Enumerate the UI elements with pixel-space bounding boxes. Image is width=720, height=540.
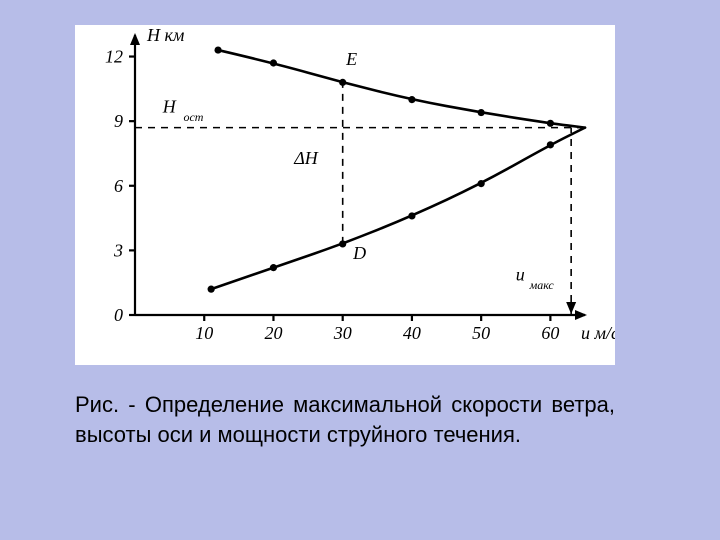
svg-text:Н км: Н км — [146, 25, 185, 45]
svg-text:D: D — [352, 243, 366, 263]
page: 0 3 6 9 12 10 20 30 40 50 60 Н км u м/с E D ΔН Ност uмакс… — [0, 0, 720, 540]
svg-text:ост: ост — [183, 110, 203, 124]
svg-text:9: 9 — [114, 111, 123, 131]
svg-text:0: 0 — [114, 305, 123, 325]
svg-text:ΔН: ΔН — [293, 148, 319, 168]
svg-text:30: 30 — [333, 323, 352, 343]
chart-panel: 0 3 6 9 12 10 20 30 40 50 60 Н км u м/с E D ΔН Ност uмакс — [75, 25, 615, 365]
svg-text:6: 6 — [114, 176, 123, 196]
figure-caption: Рис. - Определение максимальной скорости… — [75, 390, 615, 449]
svg-text:50: 50 — [472, 323, 490, 343]
svg-text:Н: Н — [162, 97, 177, 117]
svg-text:20: 20 — [264, 323, 282, 343]
svg-text:макс: макс — [529, 278, 555, 292]
svg-text:40: 40 — [403, 323, 421, 343]
svg-text:3: 3 — [113, 240, 123, 260]
svg-text:12: 12 — [105, 47, 123, 67]
svg-text:E: E — [345, 49, 357, 69]
svg-text:60: 60 — [541, 323, 559, 343]
svg-text:u м/с: u м/с — [581, 323, 615, 343]
chart-svg: 0 3 6 9 12 10 20 30 40 50 60 Н км u м/с E D ΔН Ност uмакс — [75, 25, 615, 365]
svg-text:u: u — [516, 265, 525, 285]
svg-text:10: 10 — [195, 323, 213, 343]
